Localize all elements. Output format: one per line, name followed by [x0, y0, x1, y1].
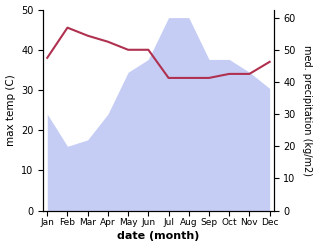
Y-axis label: max temp (C): max temp (C) [5, 74, 16, 146]
Y-axis label: med. precipitation (kg/m2): med. precipitation (kg/m2) [302, 45, 313, 176]
X-axis label: date (month): date (month) [117, 231, 200, 242]
